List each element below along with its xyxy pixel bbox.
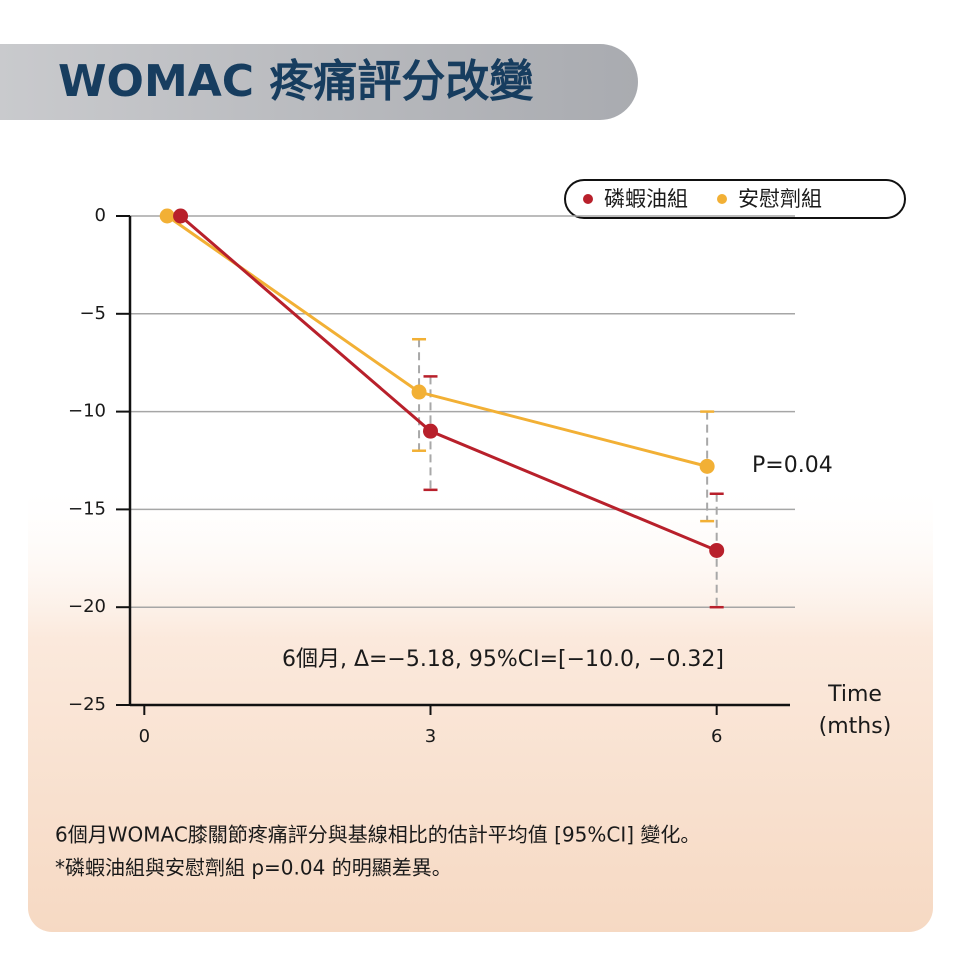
legend-label: 安慰劑組 (738, 187, 822, 211)
legend (564, 179, 906, 219)
legend-label: 磷蝦油組 (604, 187, 688, 211)
y-tick-label: 0 (95, 205, 106, 226)
annotation: P=0.04 (752, 453, 833, 478)
title-banner (0, 44, 638, 120)
x-tick-label: 6 (711, 726, 722, 747)
data-point (699, 458, 715, 474)
x-tick-label: 3 (425, 726, 436, 747)
footnote: 6個月WOMAC膝關節疼痛評分與基線相比的估計平均值 [95%CI] 變化。 (55, 823, 700, 847)
legend-marker (717, 194, 727, 204)
y-tick-label: −5 (79, 303, 106, 324)
chart-title: WOMAC 疼痛評分改變 (58, 56, 533, 107)
data-point (422, 423, 438, 439)
legend-marker (583, 194, 593, 204)
x-axis-label: Time (827, 682, 882, 707)
data-point (159, 208, 175, 224)
data-point (411, 384, 427, 400)
y-tick-label: −20 (68, 596, 106, 617)
data-point (709, 542, 725, 558)
footnote: *磷蝦油組與安慰劑組 p=0.04 的明顯差異。 (55, 856, 452, 880)
data-point (173, 208, 189, 224)
y-tick-label: −10 (68, 401, 106, 422)
x-axis-label: (mths) (819, 714, 892, 739)
annotation: 6個月, Δ=−5.18, 95%CI=[−10.0, −0.32] (282, 647, 724, 672)
y-tick-label: −25 (68, 694, 106, 715)
y-tick-label: −15 (68, 498, 106, 519)
x-tick-label: 0 (139, 726, 150, 747)
